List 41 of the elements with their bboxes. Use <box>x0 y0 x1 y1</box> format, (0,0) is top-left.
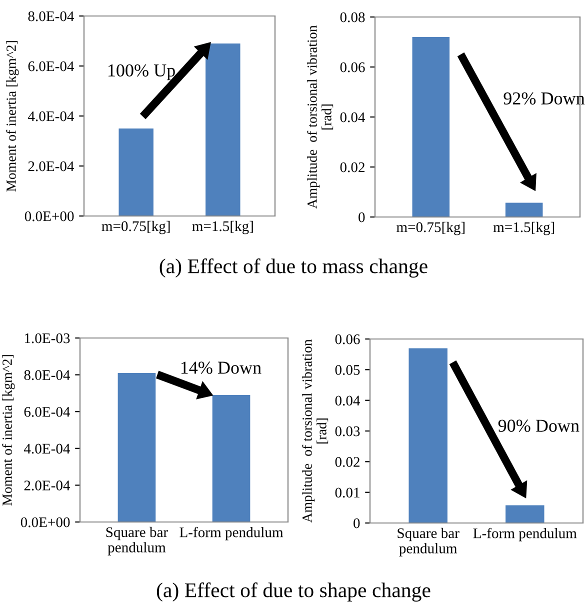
text: (a) Effect of due to shape change <box>156 582 430 602</box>
annotation: 100% Up <box>108 64 175 80</box>
x-tick-label: m=0.75[kg] <box>396 222 465 236</box>
x-tick-label: Square bar pendulum <box>106 526 168 556</box>
y-tick-label: 0.01 <box>335 488 360 498</box>
y-tick-label: 0.05 <box>335 365 360 375</box>
y-tick-label: 0.04 <box>335 396 360 406</box>
y-tick-label: 0.0E+00 <box>24 211 74 222</box>
y-axis-title: Amplitude of torsional vibration [rad] <box>302 339 328 523</box>
y-tick-label: 1.0E-03 <box>24 333 70 344</box>
y-tick-label: 8.0E-04 <box>28 11 74 22</box>
y-tick-label: 2.0E-04 <box>28 161 74 172</box>
y-tick-label: 0.06 <box>340 62 365 72</box>
y-tick-label: 2.0E-04 <box>24 480 70 490</box>
y-axis-title: Moment of inertia [kgm^2] <box>6 41 19 192</box>
y-tick-label: 0 <box>358 212 365 222</box>
y-axis-title: Amplitude of torsional vibration [rad] <box>306 25 334 209</box>
y-tick-label: 6.0E-04 <box>28 61 74 72</box>
y-tick-label: 0.08 <box>340 12 365 22</box>
x-tick-label: L-form pendulum <box>473 528 577 542</box>
x-tick-label: m=1.5[kg] <box>493 222 554 236</box>
annotation: 14% Down <box>181 362 262 374</box>
x-tick-label: L-form pendulum <box>180 526 284 540</box>
y-tick-label: 4.0E-04 <box>28 111 74 122</box>
y-tick-label: 0.02 <box>335 457 360 467</box>
y-tick-label: 6.0E-04 <box>24 406 70 417</box>
y-tick-label: 0.06 <box>335 334 360 344</box>
text: (a) Effect of due to mass change <box>160 258 428 278</box>
y-tick-label: 4.0E-04 <box>24 444 70 454</box>
annotation: 90% Down <box>498 420 580 432</box>
y-tick-label: 0.04 <box>340 112 366 122</box>
y-tick-label: 0.0E+00 <box>20 517 70 528</box>
y-tick-label: 0.03 <box>335 426 360 436</box>
y-tick-label: 0.02 <box>340 162 364 172</box>
y-tick-label: 0 <box>354 518 360 528</box>
x-tick-label: m=1.5[kg] <box>192 220 253 234</box>
x-tick-label: Square bar pendulum <box>398 528 460 556</box>
annotation: 92% Down <box>504 92 585 105</box>
x-tick-label: m=0.75[kg] <box>102 220 170 234</box>
y-axis-title: Moment of inertia [kgm^2] <box>2 355 15 506</box>
y-tick-label: 8.0E-04 <box>24 370 70 380</box>
